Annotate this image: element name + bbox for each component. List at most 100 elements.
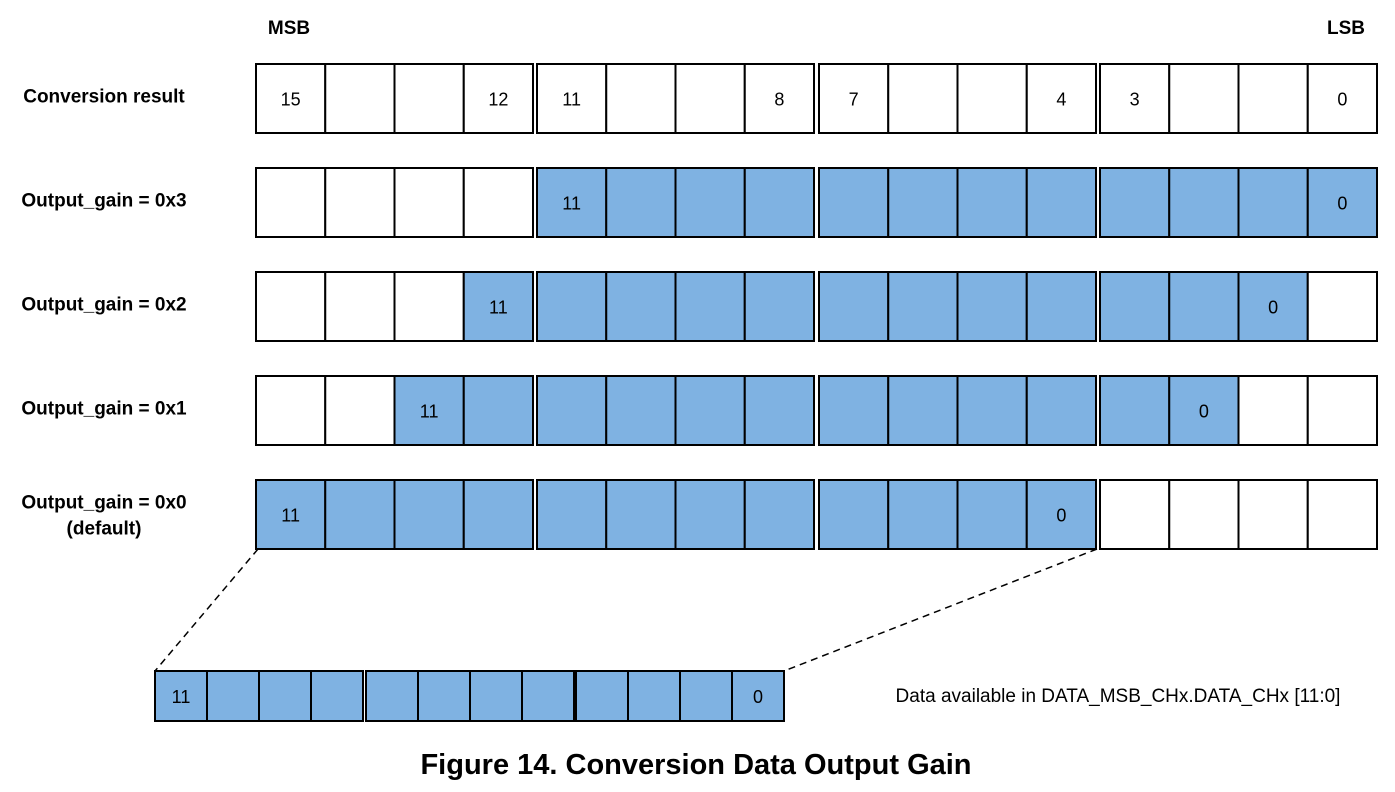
bit-cell <box>887 63 959 134</box>
detail-bit-cell <box>627 670 681 722</box>
bit-cell <box>605 167 677 238</box>
bit-cell-label: 12 <box>488 90 508 110</box>
bit-cell <box>324 167 396 238</box>
bit-cell <box>743 63 815 134</box>
bit-cell-label: 0 <box>1268 298 1278 318</box>
bit-cell-label: 11 <box>489 298 508 318</box>
bit-cell <box>1306 479 1378 550</box>
bit-cell <box>536 375 608 446</box>
register-row: Output_gain = 0x2 11 0 <box>21 271 1378 342</box>
bit-cell <box>743 271 815 342</box>
bit-cell <box>1099 271 1171 342</box>
bit-cell <box>1237 63 1309 134</box>
bit-cell <box>462 167 534 238</box>
bit-cell <box>674 479 746 550</box>
bit-cell-label: 3 <box>1130 90 1140 110</box>
bit-cell <box>1306 167 1378 238</box>
bit-cell-label: 0 <box>1337 90 1347 110</box>
detail-bit-cell <box>679 670 733 722</box>
figure-caption: Figure 14. Conversion Data Output Gain <box>420 749 971 781</box>
bit-cell <box>1306 375 1378 446</box>
detail-register: 11 0 <box>154 548 1098 722</box>
detail-bit-cell <box>469 670 523 722</box>
bit-cell <box>887 375 959 446</box>
bit-cell <box>462 271 534 342</box>
bit-cell <box>956 375 1028 446</box>
bit-cell <box>255 375 327 446</box>
bit-cell <box>818 167 890 238</box>
bit-cell <box>956 271 1028 342</box>
bit-cell <box>1025 375 1097 446</box>
expansion-line-right <box>783 548 1098 672</box>
bit-cell <box>1025 479 1097 550</box>
register-row: Conversion result 15 12 11 8 7 4 3 0 <box>23 63 1378 134</box>
detail-bit-cell <box>258 670 312 722</box>
bit-cell <box>255 63 327 134</box>
bit-cell <box>674 167 746 238</box>
bit-cell <box>393 271 465 342</box>
bit-cell <box>324 479 396 550</box>
bit-cell <box>1306 271 1378 342</box>
bit-cell <box>1237 271 1309 342</box>
detail-bit-cell <box>731 670 785 722</box>
bit-cell <box>887 167 959 238</box>
detail-bit-cell <box>154 670 208 722</box>
detail-bit-cell <box>575 670 629 722</box>
bit-cell <box>1099 63 1171 134</box>
detail-bit-cell <box>310 670 364 722</box>
detail-bit-cell <box>521 670 575 722</box>
bit-cell <box>1168 271 1240 342</box>
bit-cell <box>674 271 746 342</box>
bit-cell <box>1025 63 1097 134</box>
detail-bit-label: 11 <box>172 687 191 707</box>
row-label: Conversion result <box>23 87 185 108</box>
bit-cell <box>324 271 396 342</box>
bit-cell-label: 11 <box>562 194 581 214</box>
bit-cell <box>393 479 465 550</box>
bit-cell <box>1237 375 1309 446</box>
bit-cell <box>605 479 677 550</box>
bit-cell <box>462 63 534 134</box>
row-label: Output_gain = 0x0 <box>21 493 186 514</box>
bit-cell <box>1099 479 1171 550</box>
bit-cell <box>1025 167 1097 238</box>
msb-label: MSB <box>268 18 310 39</box>
bit-cell-label: 11 <box>281 506 300 526</box>
bit-cell <box>536 271 608 342</box>
register-row: Output_gain = 0x1 11 0 <box>21 375 1378 446</box>
bit-cell <box>462 479 534 550</box>
bit-cell-label: 15 <box>281 90 301 110</box>
bit-cell <box>818 63 890 134</box>
bit-cell <box>1168 167 1240 238</box>
bit-cell <box>605 375 677 446</box>
bit-cell <box>818 375 890 446</box>
bit-cell <box>393 63 465 134</box>
bit-cell-label: 11 <box>420 402 439 422</box>
bit-cell <box>536 479 608 550</box>
bit-cell <box>1099 375 1171 446</box>
row-label: (default) <box>67 519 142 540</box>
expansion-line-left <box>154 548 259 672</box>
bit-cell <box>1168 63 1240 134</box>
bit-cell <box>1237 479 1309 550</box>
bit-cell-label: 8 <box>774 90 784 110</box>
bit-cell-label: 11 <box>562 90 581 110</box>
register-rows: Conversion result 15 12 11 8 7 4 3 0Output_gain … <box>21 63 1378 550</box>
bit-cell <box>393 167 465 238</box>
bit-cell <box>1306 63 1378 134</box>
bit-cell <box>1237 167 1309 238</box>
bit-cell <box>743 375 815 446</box>
lsb-label: LSB <box>1327 18 1365 39</box>
bit-cell-label: 0 <box>1337 194 1347 214</box>
bit-cell <box>956 167 1028 238</box>
row-label: Output_gain = 0x3 <box>21 191 186 212</box>
bit-cell <box>536 167 608 238</box>
bit-cell <box>1025 271 1097 342</box>
bit-cell <box>1168 375 1240 446</box>
bit-cell <box>674 375 746 446</box>
data-location-note: Data available in DATA_MSB_CHx.DATA_CHx … <box>896 686 1341 707</box>
bit-cell <box>818 271 890 342</box>
bit-cell <box>956 479 1028 550</box>
bit-cell <box>818 479 890 550</box>
row-label: Output_gain = 0x2 <box>21 295 186 316</box>
